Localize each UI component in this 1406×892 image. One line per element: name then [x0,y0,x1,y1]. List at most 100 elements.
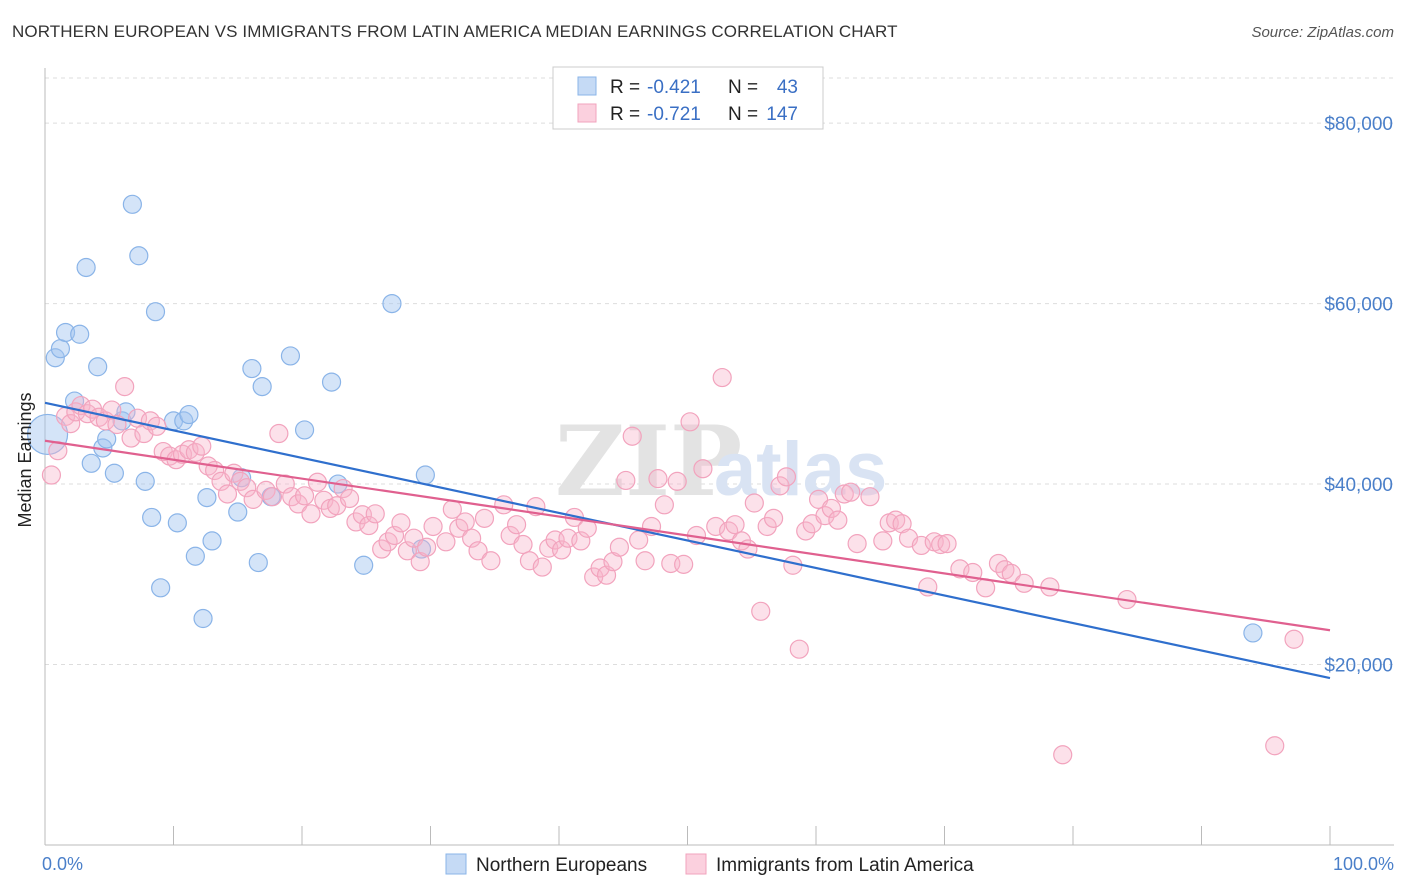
point-latin-america [629,530,649,550]
point-latin-america [706,516,726,537]
y-tick-label: $20,000 [1324,656,1393,677]
point-latin-america [551,540,572,560]
chart-title: NORTHERN EUROPEAN VS IMMIGRANTS FROM LAT… [12,22,898,41]
point-latin-america [365,504,385,524]
point-latin-america [339,488,360,509]
point-northern-europeans [382,293,402,314]
bottom-legend-label-northern-europeans: Northern Europeans [476,855,647,876]
point-northern-europeans [228,502,248,522]
point-latin-america [262,487,283,507]
point-latin-america [648,469,668,489]
point-latin-america [532,557,552,577]
point-northern-europeans [135,471,155,491]
point-latin-america [815,506,835,526]
point-latin-america [294,486,315,506]
legend-r-label-2: R = [610,104,640,125]
point-northern-europeans [1243,623,1263,643]
point-latin-america [776,467,797,487]
point-latin-america [301,504,321,524]
trendline-latin-america [44,439,1331,632]
point-latin-america [571,531,591,551]
point-northern-europeans [151,578,171,598]
point-northern-europeans [122,194,142,214]
point-latin-america [873,531,893,551]
point-latin-america [1265,736,1285,756]
point-latin-america [481,551,501,571]
bottom-legend: Northern Europeans Immigrants from Latin… [445,853,974,876]
point-latin-america [821,498,842,519]
point-northern-europeans [70,324,90,344]
point-latin-america [217,484,238,504]
point-latin-america [976,578,996,598]
point-northern-europeans [415,465,435,485]
point-latin-america [712,367,732,388]
point-northern-europeans [76,257,96,278]
point-latin-america [513,534,533,555]
point-latin-america [609,537,629,557]
point-latin-america [346,512,366,532]
point-northern-europeans [174,411,194,431]
chart-source: Source: ZipAtlas.com [1251,24,1394,41]
point-northern-europeans [193,608,213,629]
point-latin-america [931,534,951,555]
point-northern-europeans [354,555,374,575]
point-latin-america [494,495,514,515]
point-latin-america [121,428,141,448]
point-latin-america [423,516,443,537]
legend-n-label-1: N = [728,77,758,98]
axes [44,68,1394,846]
point-latin-america [115,377,135,397]
point-northern-europeans [50,339,71,359]
point-latin-america [834,484,854,504]
point-northern-europeans [185,546,205,566]
point-latin-america [847,534,867,554]
legend-n-value-2: 147 [766,104,798,125]
point-northern-europeans [167,513,187,533]
point-latin-america [725,515,745,535]
y-axis-label: Median Earnings [15,392,35,527]
trendline-northern-europeans [44,401,1331,680]
point-latin-america [462,528,482,548]
trend-lines [44,401,1331,680]
point-northern-europeans [145,302,166,322]
y-tick-label: $80,000 [1324,114,1393,135]
point-latin-america [860,487,880,507]
point-latin-america [391,513,411,533]
point-latin-america [192,436,212,456]
point-northern-europeans [242,358,262,379]
point-northern-europeans [88,357,108,377]
legend-r-value-2: -0.721 [647,104,701,125]
point-latin-america [937,534,957,554]
y-tick-label: $60,000 [1324,295,1393,316]
point-latin-america [841,482,861,502]
point-northern-europeans [26,413,69,456]
point-latin-america [751,601,771,621]
point-northern-europeans [321,372,342,392]
point-latin-america [674,554,694,574]
x-max-label: 100.0% [1333,854,1394,874]
point-latin-america [1053,745,1073,765]
point-latin-america [635,551,655,571]
point-latin-america [654,495,674,515]
legend-box: R = -0.421 N = 43 R = -0.721 N = 147 [552,66,824,130]
point-latin-america [950,559,970,579]
point-latin-america [269,423,289,444]
point-latin-america [886,510,906,530]
point-latin-america [436,532,456,552]
point-northern-europeans [55,322,76,343]
point-northern-europeans [197,487,217,508]
point-latin-america [474,508,495,528]
point-northern-europeans [104,463,124,483]
point-latin-america [622,426,642,446]
point-latin-america [693,459,713,479]
point-latin-america [455,512,475,532]
legend-swatch-northern-europeans [577,76,597,96]
point-latin-america [61,414,81,434]
bottom-legend-label-latin-america: Immigrants from Latin America [716,855,974,876]
point-latin-america [789,639,809,659]
legend-r-value-1: -0.421 [647,77,701,98]
point-latin-america [1284,629,1304,649]
point-latin-america [397,541,417,561]
legend-r-label-1: R = [610,77,640,98]
